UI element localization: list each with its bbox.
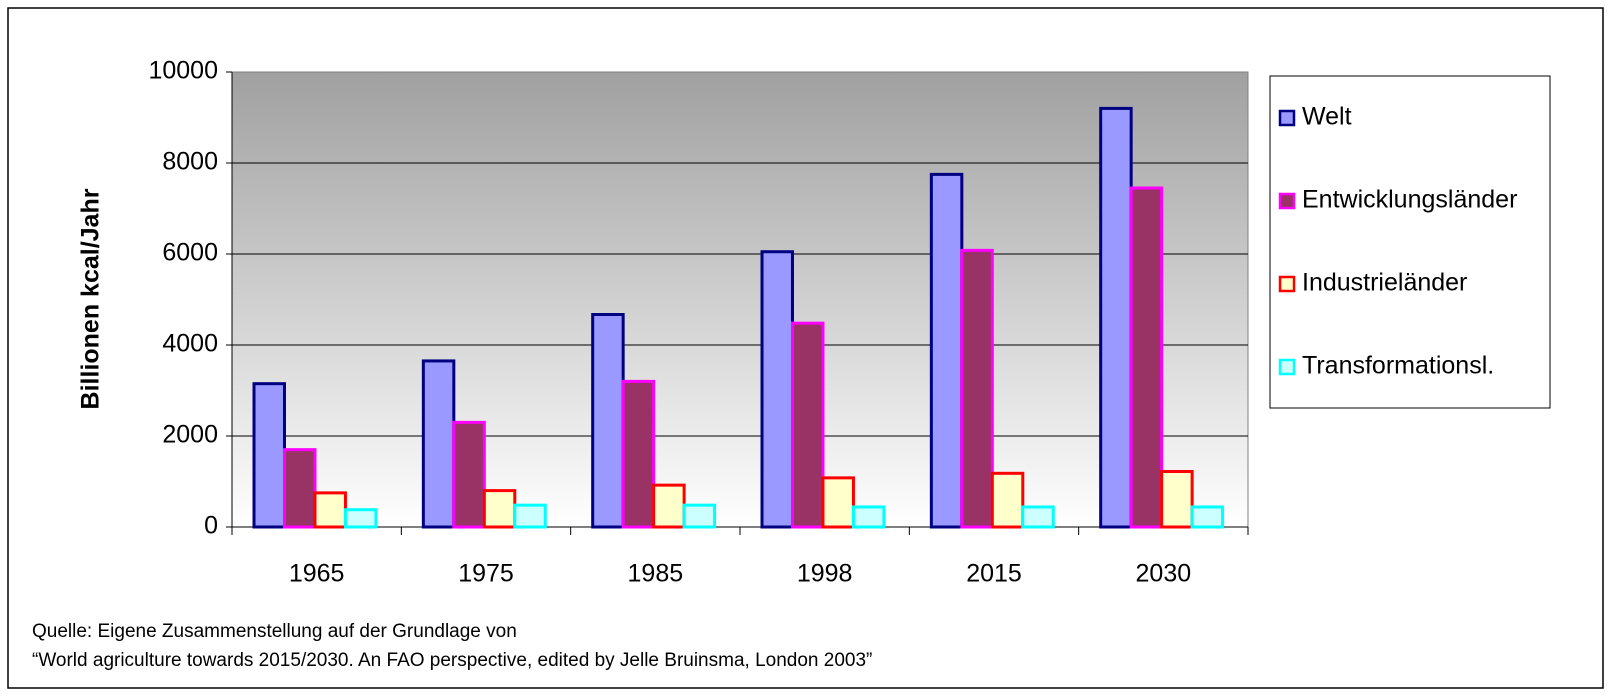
bar xyxy=(1099,106,1133,529)
x-tick-label: 2030 xyxy=(1136,560,1192,588)
bar xyxy=(1160,469,1194,529)
bar xyxy=(929,172,964,529)
bar xyxy=(591,313,625,529)
bar xyxy=(790,321,825,529)
bar xyxy=(252,382,286,529)
x-tick-label: 1965 xyxy=(289,560,345,588)
x-tick-label: 1975 xyxy=(458,560,514,588)
bar xyxy=(452,420,486,529)
y-tick-label: 4000 xyxy=(162,330,218,358)
legend-label: Entwicklungsländer xyxy=(1302,186,1517,214)
bar xyxy=(1190,505,1225,529)
legend-label: Transformationsl. xyxy=(1302,352,1494,380)
bar xyxy=(421,359,456,529)
x-tick-label: 2015 xyxy=(966,560,1022,588)
y-tick-label: 2000 xyxy=(162,421,218,449)
bar xyxy=(313,491,347,529)
bar xyxy=(851,505,886,529)
bar xyxy=(282,448,317,529)
bar xyxy=(513,503,547,529)
y-tick-label: 0 xyxy=(204,512,218,540)
source-note: “World agriculture towards 2015/2030. An… xyxy=(32,650,872,671)
x-tick-label: 1985 xyxy=(628,560,684,588)
bar xyxy=(960,248,994,529)
legend-swatch xyxy=(1278,358,1296,376)
bar xyxy=(621,379,656,529)
bar xyxy=(1021,505,1055,529)
bar xyxy=(990,471,1025,529)
bar xyxy=(682,503,717,529)
y-axis-label: Billionen kcal/Jahr xyxy=(77,188,105,409)
x-tick-label: 1998 xyxy=(797,560,853,588)
bar xyxy=(821,476,855,529)
legend-box xyxy=(1269,75,1551,409)
legend-swatch xyxy=(1278,275,1296,293)
bar xyxy=(482,489,517,529)
y-tick-label: 6000 xyxy=(162,239,218,267)
bar xyxy=(343,508,378,529)
y-tick-label: 8000 xyxy=(162,148,218,176)
source-note: Quelle: Eigene Zusammenstellung auf der … xyxy=(32,621,517,642)
bar xyxy=(760,250,794,529)
plot-area xyxy=(231,71,1249,528)
legend-swatch xyxy=(1278,192,1296,210)
legend-label: Welt xyxy=(1302,103,1352,131)
y-tick-label: 10000 xyxy=(148,57,218,85)
legend-swatch xyxy=(1278,109,1296,127)
bar xyxy=(652,483,686,529)
bar xyxy=(1129,186,1164,529)
legend-label: Industrieländer xyxy=(1302,269,1467,297)
